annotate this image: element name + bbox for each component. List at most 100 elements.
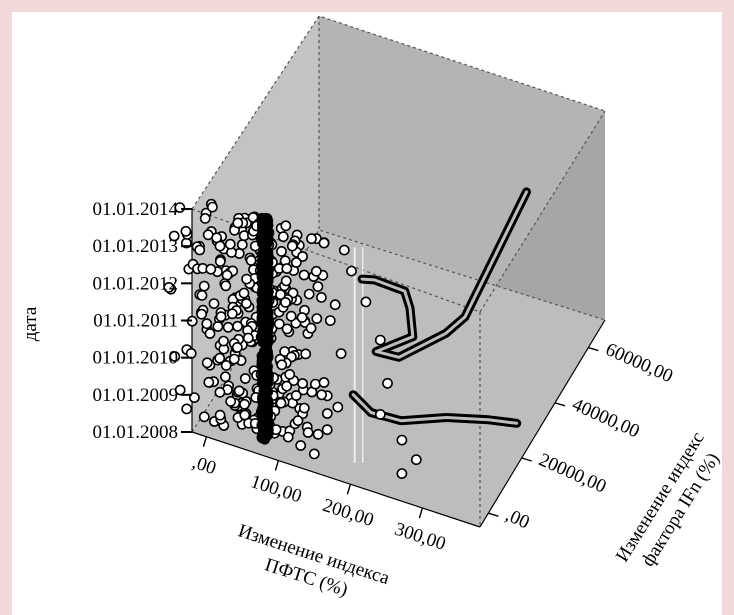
data-point [214,386,226,398]
z-tick-label: 01.01.2014 [93,199,179,220]
data-point-dense [256,432,268,444]
data-point [228,353,240,365]
data-point [196,308,207,320]
y-tick-label: ,00 [502,505,532,534]
y-tick-mark [488,512,499,517]
data-point [214,352,226,364]
data-point [205,263,217,275]
data-point [239,373,251,384]
data-point-outlier [410,454,422,466]
data-point [215,311,227,323]
data-point [206,201,218,213]
data-point [240,298,252,309]
data-point [199,212,211,224]
x-axis-line [191,431,481,528]
data-point [290,257,302,268]
data-point [280,296,291,308]
scatter-3d-chart: 01.01.2008 01.01.2009 01.01.2010 01.01.2011… [20,15,722,601]
data-point [305,322,317,334]
bands [348,187,531,463]
x-tick-label: 100,00 [248,471,304,507]
data-point [311,313,323,324]
data-point [169,351,181,362]
data-point [297,251,308,262]
data-point [279,346,290,357]
data-point [185,347,197,359]
data-point [238,287,250,299]
data-point [163,281,175,293]
data-point [174,384,186,396]
data-point [168,230,180,242]
data-point [225,395,237,407]
data-point [280,275,292,287]
data-point-dense [262,246,274,257]
data-point [298,402,310,414]
data-point-dense [258,264,270,276]
front-top-edges [191,110,606,313]
data-point [316,389,327,401]
data-point [285,310,297,322]
data-point-outlier [360,296,372,308]
data-point [194,244,206,256]
data-point [241,273,252,285]
data-point [181,403,193,415]
data-point [281,323,293,335]
data-point-dense [263,332,274,343]
band-inner [360,190,528,359]
data-point-dense [257,378,268,389]
data-point [226,308,238,320]
data-point-outlier [180,225,192,237]
data-point [214,409,226,421]
data-point [318,377,330,388]
data-point [245,254,257,266]
data-point [286,240,298,252]
data-point [276,245,287,257]
x-tick-label: 300,00 [392,519,448,555]
data-point-dense [258,311,270,323]
data-point [196,289,208,301]
data-point [318,237,330,249]
data-point [198,411,210,423]
data-point [222,321,234,333]
x-axis-title: Изменение индекса ПФТС (%) [235,520,392,600]
band-inner [351,393,519,425]
x-tick-mark [346,484,352,495]
z-tick-label: 01.01.2011 [93,311,178,332]
y-tick-mark [521,457,532,462]
data-point [321,408,333,419]
y-axis-line [479,319,606,528]
data-point-dense [262,301,273,312]
z-tick-label: 01.01.2008 [93,422,179,443]
data-point [302,427,314,438]
data-point [303,288,315,300]
data-point [208,298,220,309]
x-tick-label: ,00 [190,452,219,479]
data-point [310,265,322,277]
data-point-dense [262,414,273,426]
data-point [284,368,296,380]
data-point [290,390,302,401]
x-tick-mark [418,507,424,519]
data-point-dense [263,232,274,244]
data-point-dense [262,346,273,357]
data-point [281,380,293,392]
data-point-outlier [338,244,350,256]
data-point [239,409,251,421]
data-points [163,198,422,479]
data-point-outlier [374,408,386,420]
data-point [231,341,243,353]
data-point [212,321,224,332]
data-point [236,239,248,251]
axis-ticks: 01.01.2008 01.01.2009 01.01.2010 01.01.2011… [93,199,676,555]
chart-frame: 01.01.2008 01.01.2009 01.01.2010 01.01.2011… [12,12,722,615]
data-point [220,359,232,371]
data-point [329,299,341,311]
data-point-dense [256,287,268,299]
data-point [273,318,285,330]
data-point [275,289,286,300]
data-point [321,424,333,436]
data-point [201,357,213,369]
data-point [224,238,236,250]
floor-back-edges [191,229,606,433]
data-point-outlier [346,265,357,277]
